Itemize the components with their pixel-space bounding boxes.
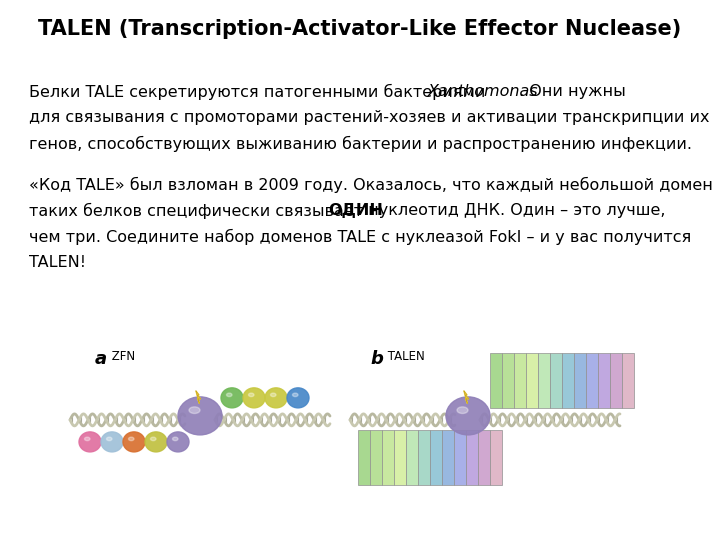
Text: Белки TALE секретируются патогенными бактериями: Белки TALE секретируются патогенными бак… xyxy=(29,84,490,100)
Ellipse shape xyxy=(150,437,156,441)
Bar xyxy=(418,430,430,485)
Bar xyxy=(490,430,502,485)
Polygon shape xyxy=(196,391,201,403)
Ellipse shape xyxy=(287,388,309,408)
Ellipse shape xyxy=(243,388,265,408)
Text: для связывания с промоторами растений-хозяев и активации транскрипции их: для связывания с промоторами растений-хо… xyxy=(29,110,709,125)
Ellipse shape xyxy=(227,393,232,396)
Text: таких белков специфически связывает: таких белков специфически связывает xyxy=(29,203,368,219)
Ellipse shape xyxy=(265,388,287,408)
Text: генов, способствующих выживанию бактерии и распространению инфекции.: генов, способствующих выживанию бактерии… xyxy=(29,136,692,152)
Text: ОДИН: ОДИН xyxy=(328,203,382,218)
Bar xyxy=(454,430,466,485)
Ellipse shape xyxy=(173,437,178,441)
Text: ZFN: ZFN xyxy=(108,350,135,363)
Bar xyxy=(610,353,621,408)
Ellipse shape xyxy=(79,432,101,452)
Bar xyxy=(490,353,502,408)
Ellipse shape xyxy=(128,437,134,441)
Ellipse shape xyxy=(271,393,276,396)
Ellipse shape xyxy=(167,432,189,452)
Text: b: b xyxy=(370,350,383,368)
Ellipse shape xyxy=(292,393,298,396)
Ellipse shape xyxy=(248,393,254,396)
Ellipse shape xyxy=(221,388,243,408)
Ellipse shape xyxy=(178,397,222,435)
Polygon shape xyxy=(464,391,469,403)
Bar xyxy=(478,430,490,485)
Bar xyxy=(442,430,454,485)
Bar xyxy=(550,353,562,408)
Ellipse shape xyxy=(123,432,145,452)
Text: TALEN!: TALEN! xyxy=(29,255,86,270)
Ellipse shape xyxy=(457,407,468,414)
Ellipse shape xyxy=(189,407,200,414)
Text: Xanthomonas: Xanthomonas xyxy=(428,84,538,99)
Ellipse shape xyxy=(84,437,90,441)
Bar xyxy=(586,353,598,408)
Ellipse shape xyxy=(145,432,167,452)
Bar xyxy=(466,430,477,485)
Text: TALEN: TALEN xyxy=(384,350,425,363)
Bar xyxy=(406,430,418,485)
Bar xyxy=(502,353,513,408)
Bar xyxy=(370,430,382,485)
Text: «Код TALE» был взломан в 2009 году. Оказалось, что каждый небольшой домен: «Код TALE» был взломан в 2009 году. Оказ… xyxy=(29,177,713,193)
Bar xyxy=(382,430,394,485)
Ellipse shape xyxy=(446,397,490,435)
Text: TALEN (Transcription-Activator-Like Effector Nuclease): TALEN (Transcription-Activator-Like Effe… xyxy=(38,19,682,39)
Text: . Они нужны: . Они нужны xyxy=(519,84,626,99)
Bar xyxy=(430,430,441,485)
Text: чем три. Соедините набор доменов TALE с нуклеазой FokI – и у вас получится: чем три. Соедините набор доменов TALE с … xyxy=(29,229,691,245)
Bar xyxy=(598,353,610,408)
Ellipse shape xyxy=(107,437,112,441)
Bar xyxy=(394,430,405,485)
Bar xyxy=(622,353,634,408)
Ellipse shape xyxy=(101,432,123,452)
Text: a: a xyxy=(95,350,107,368)
Bar xyxy=(538,353,549,408)
Bar xyxy=(514,353,526,408)
Bar xyxy=(574,353,585,408)
Text: нуклеотид ДНК. Один – это лучше,: нуклеотид ДНК. Один – это лучше, xyxy=(363,203,665,218)
Bar xyxy=(562,353,574,408)
Bar xyxy=(526,353,538,408)
Bar xyxy=(358,430,369,485)
